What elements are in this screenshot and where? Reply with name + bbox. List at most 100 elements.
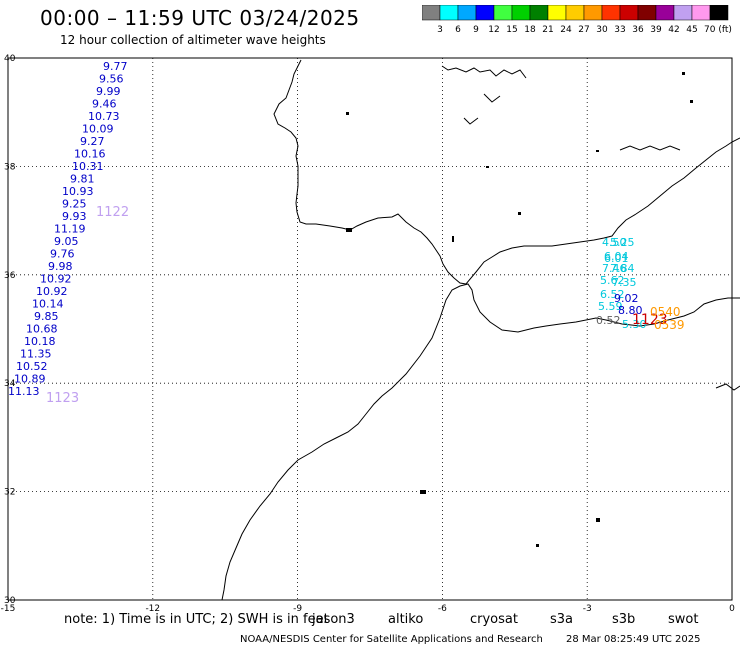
lat-label: 34 (4, 379, 16, 389)
footer-note: note: 1) Time is in UTC; 2) SWH is in fe… (64, 612, 329, 627)
credit-line: NOAA/NESDIS Center for Satellite Applica… (240, 634, 543, 645)
legend-tick-label: 70 (ft) (704, 25, 732, 35)
wave-height-label: 9.25 (62, 198, 87, 211)
legend-tick-label: 42 (668, 25, 679, 35)
lat-label: 38 (4, 162, 16, 172)
wave-height-label: 0540 (650, 305, 681, 319)
wave-height-label: 7.46 (602, 262, 627, 275)
wave-height-label: 6.01 (604, 252, 629, 265)
legend-tick-label: 36 (632, 25, 644, 35)
islet (486, 166, 489, 168)
lon-label: 0 (729, 604, 735, 612)
lon-label: -9 (293, 604, 302, 612)
map-frame (7, 57, 733, 601)
legend-swatch (709, 5, 729, 21)
wave-height-label: 9.81 (70, 173, 95, 186)
islet (596, 150, 599, 152)
wave-height-label: 10.73 (88, 110, 120, 123)
legend-tick-label: 45 (686, 25, 697, 35)
lon-label: -12 (145, 604, 160, 612)
map-title: 00:00 – 11:59 UTC 03/24/2025 (40, 6, 360, 30)
wave-height-label: 9.93 (62, 210, 87, 223)
map-subtitle: 12 hour collection of altimeter wave hei… (60, 33, 326, 47)
lon-label: -6 (438, 604, 447, 612)
wave-height-label: 9.05 (54, 235, 79, 248)
islet (452, 236, 454, 242)
lat-label: 32 (4, 488, 15, 498)
wave-height-label: 9.98 (48, 260, 73, 273)
islet (346, 112, 349, 115)
wave-height-label: 5.25 (610, 236, 635, 249)
wave-height-label: 7.35 (612, 276, 637, 289)
timestamp: 28 Mar 08:25:49 UTC 2025 (566, 634, 701, 645)
wave-height-label: 9.02 (614, 292, 639, 305)
wave-height-label: 0539 (654, 318, 685, 332)
islet (596, 518, 600, 522)
wave-height-label: 10.52 (16, 360, 48, 373)
wave-height-label: 9.27 (80, 135, 105, 148)
islet (346, 228, 352, 232)
sat-s3b: s3b (612, 612, 636, 627)
wave-height-label: 9.77 (103, 60, 128, 73)
legend-tick-label: 24 (560, 25, 572, 35)
coastline (221, 59, 740, 601)
wave-height-label: 10.93 (62, 185, 94, 198)
wave-height-label: 11.19 (54, 223, 86, 236)
island-e (715, 383, 740, 391)
pass-number-label: 1123 (632, 312, 668, 328)
wave-height-label: 5.62 (600, 274, 625, 287)
sat-s3a: s3a (550, 612, 574, 627)
wave-height-label: 9.46 (92, 98, 117, 111)
islet (690, 100, 693, 103)
legend-tick-label: 27 (578, 25, 589, 35)
wave-height-label: 10.18 (24, 335, 56, 348)
wave-height-label: 4.50 (602, 236, 627, 249)
wave-height-label: 9.99 (96, 85, 121, 98)
wave-height-label: 11.35 (20, 348, 52, 361)
africa-coast (221, 283, 740, 601)
sat-swot: swot (668, 612, 699, 627)
wave-height-label: 10.31 (72, 160, 104, 173)
legend-tick-label: 9 (473, 25, 479, 35)
wave-height-label: 10.14 (32, 298, 64, 311)
legend-tick-label: 12 (488, 25, 499, 35)
islet (536, 544, 539, 547)
wave-height-label: 10.89 (14, 373, 46, 386)
wave-height-label: 8.80 (618, 304, 643, 317)
sat-cryosat: cryosat (470, 612, 518, 627)
legend-tick-label: 30 (596, 25, 608, 35)
islet (518, 212, 521, 215)
legend-tick-label: 18 (524, 25, 536, 35)
pass-number-label: 1123 (46, 391, 79, 406)
island-b (483, 93, 501, 103)
wave-height-label: 10.16 (74, 148, 106, 161)
iberia-coast (273, 59, 740, 285)
graticule: -15 -12 -9 -6 -3 0 40 38 36 34 32 30 (1, 54, 735, 612)
wave-height-label: 7.84 (610, 262, 635, 275)
lon-label: -3 (583, 604, 592, 612)
wave-height-label: 10.92 (40, 273, 72, 286)
wave-height-label: 10.09 (82, 123, 114, 136)
wave-height-label: 5.59 (598, 300, 623, 313)
wave-height-label: 10.68 (26, 323, 58, 336)
lat-label: 36 (4, 271, 16, 281)
legend-tick-label: 39 (650, 25, 662, 35)
island-c (463, 117, 479, 125)
islet (682, 72, 685, 75)
wave-height-label: 10.92 (36, 285, 68, 298)
wave-height-labels: 9.779.569.999.4610.7310.099.2710.1610.31… (8, 60, 685, 406)
lat-label: 30 (4, 596, 16, 606)
wave-height-label: 6.52 (600, 288, 625, 301)
sat-altiko: altiko (388, 612, 424, 627)
wave-height-label: 6.04 (604, 250, 629, 263)
legend-tick-label: 3 (437, 25, 443, 35)
island-a (441, 65, 527, 79)
island-d (619, 145, 681, 151)
wave-height-label: 0.52 (596, 314, 621, 327)
lat-label: 40 (4, 54, 16, 64)
wave-height-label: 9.76 (50, 248, 75, 261)
wave-height-label: 11.13 (8, 385, 40, 398)
legend-tick-label: 33 (614, 25, 625, 35)
small-islands (346, 72, 693, 547)
